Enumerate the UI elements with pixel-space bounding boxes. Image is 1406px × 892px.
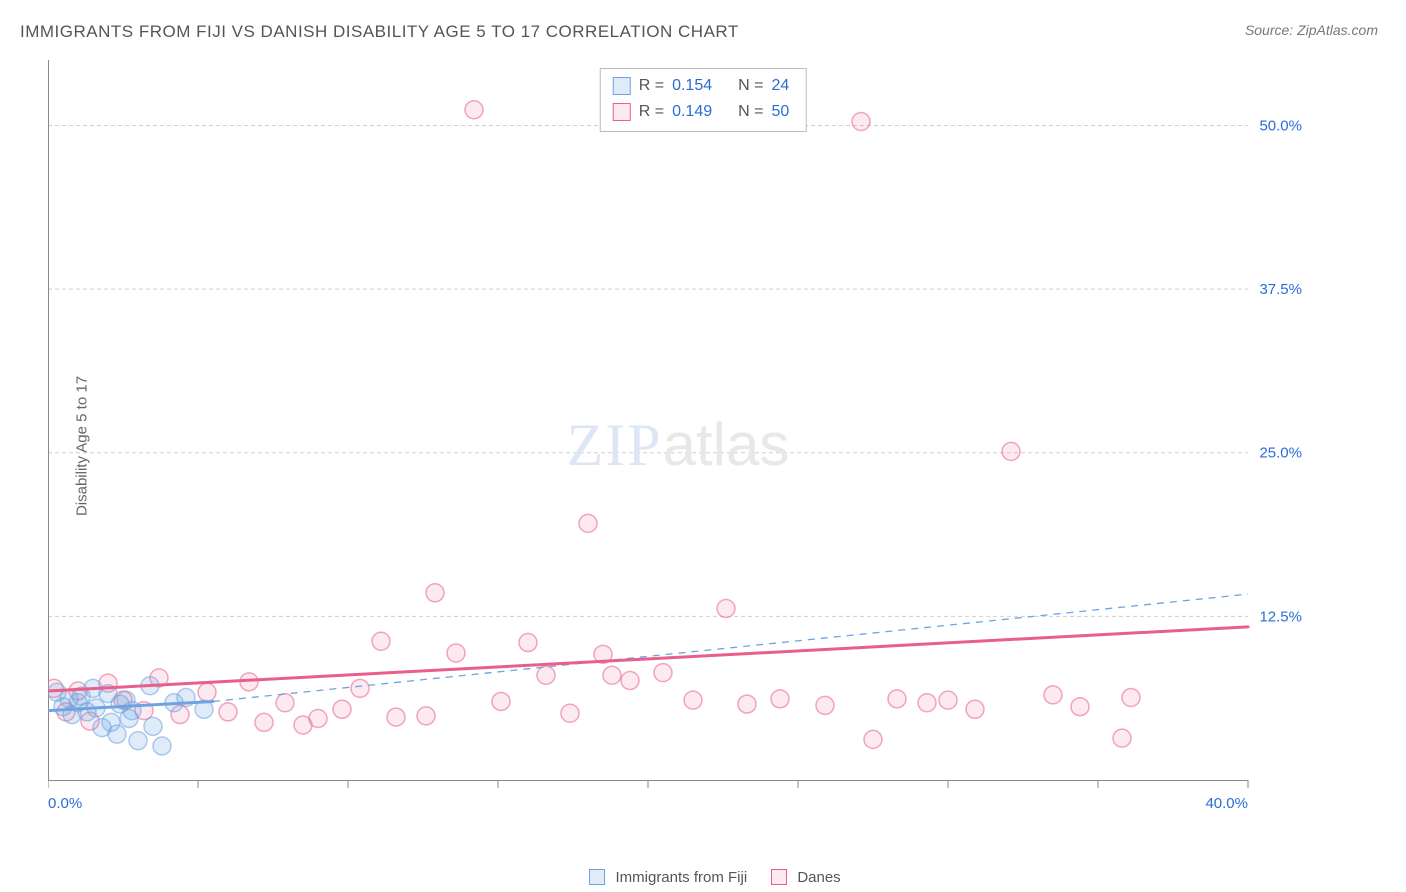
source-prefix: Source: (1245, 22, 1297, 38)
swatch-fiji (613, 77, 631, 95)
series-legend: Immigrants from Fiji Danes (0, 869, 1406, 886)
series-danes (48, 101, 1140, 749)
swatch-danes (613, 103, 631, 121)
r-label: R = (639, 77, 664, 95)
legend-label-danes: Danes (793, 869, 841, 886)
source-name: ZipAtlas.com (1297, 22, 1378, 38)
r-value-danes: 0.149 (672, 103, 712, 121)
legend-label-fiji: Immigrants from Fiji (611, 869, 747, 886)
chart-title: IMMIGRANTS FROM FIJI VS DANISH DISABILIT… (20, 22, 739, 42)
n-value-fiji: 24 (771, 77, 789, 95)
correlation-legend: R = 0.154 N = 24 R = 0.149 N = 50 (600, 68, 807, 132)
r-label: R = (639, 103, 664, 121)
plot-svg: 12.5% 25.0% 37.5% 50.0% 0.0% 40.0% (48, 60, 1308, 830)
legend-swatch-danes (771, 869, 787, 885)
svg-text:40.0%: 40.0% (1205, 795, 1248, 812)
svg-text:12.5%: 12.5% (1259, 608, 1302, 625)
svg-text:25.0%: 25.0% (1259, 445, 1302, 462)
n-label: N = (738, 77, 763, 95)
r-value-fiji: 0.154 (672, 77, 712, 95)
corr-row-danes: R = 0.149 N = 50 (613, 99, 790, 125)
n-value-danes: 50 (771, 103, 789, 121)
legend-swatch-fiji (589, 869, 605, 885)
svg-text:0.0%: 0.0% (48, 795, 82, 812)
corr-row-fiji: R = 0.154 N = 24 (613, 73, 790, 99)
scatter-plot: ZIPatlas 12.5%25.0%37.5%50.0%0.0%40.0% (48, 60, 1308, 830)
source-attribution: Source: ZipAtlas.com (1245, 22, 1378, 38)
n-label: N = (738, 103, 763, 121)
svg-text:50.0%: 50.0% (1259, 117, 1302, 134)
svg-text:37.5%: 37.5% (1259, 281, 1302, 298)
